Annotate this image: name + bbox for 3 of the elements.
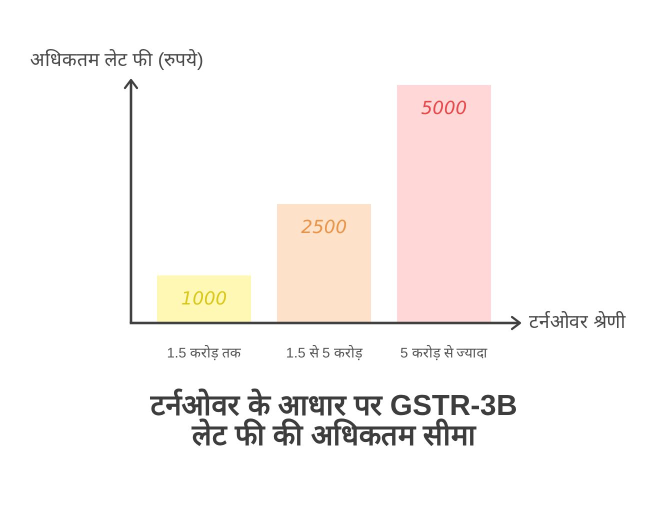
ylabel: अधिकतम लेट फी (रुपये) <box>30 50 204 72</box>
xlabel: टर्नओवर श्रेणी <box>529 312 626 334</box>
title: टर्नओवर के आधार पर GSTR-3B लेट फी की अधिकतम सीमा <box>150 391 518 451</box>
